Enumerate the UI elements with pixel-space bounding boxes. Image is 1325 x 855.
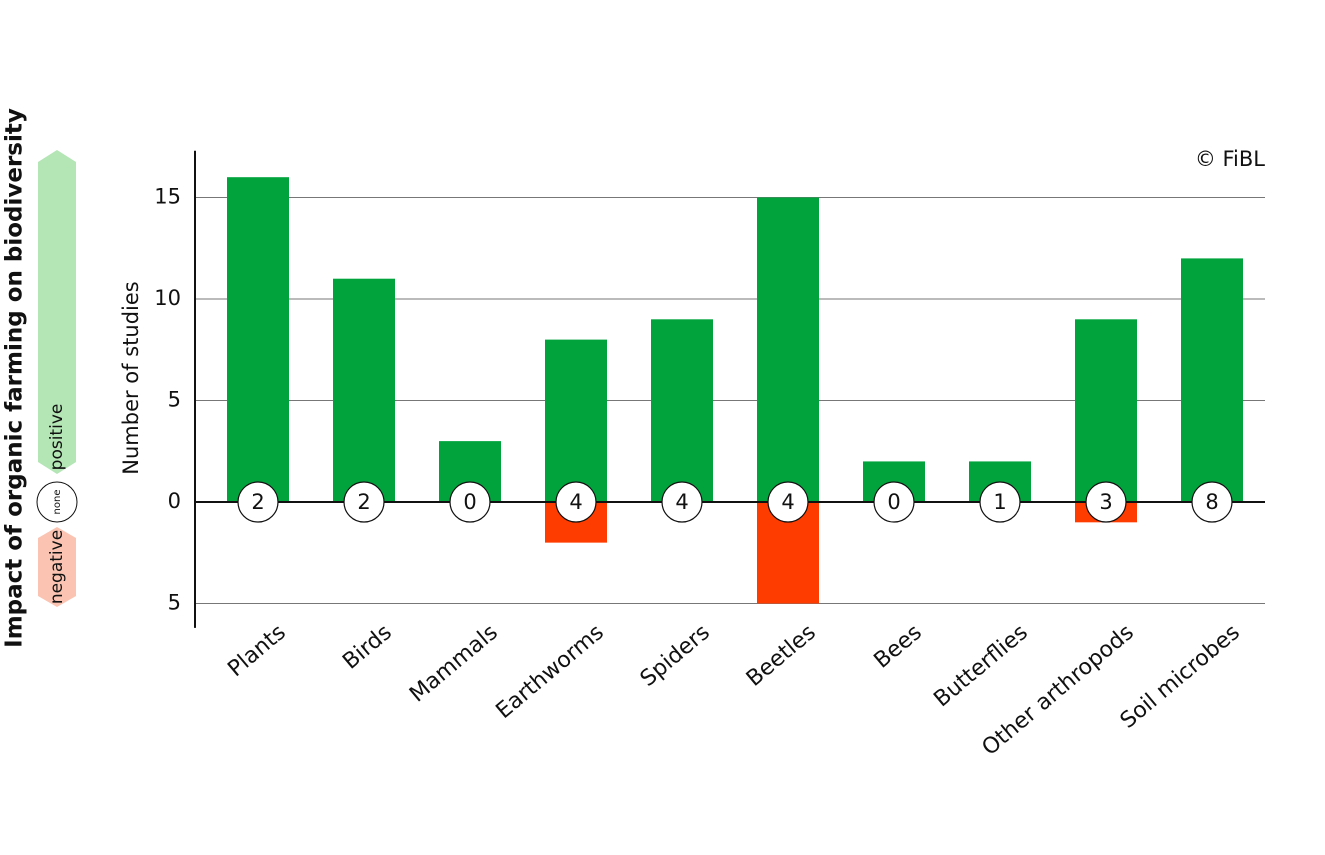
none-label: 3 [1099,490,1112,514]
bar [545,339,607,503]
bar [651,319,713,503]
x-tick-label: Earthworms [492,620,609,724]
chart-title: Impact of organic farming on biodiversit… [2,108,28,648]
none-label: 2 [357,490,370,514]
none-marker [343,481,385,523]
annotation: © FiBL [1195,147,1265,171]
none-marker [979,481,1021,523]
legend-negative: negative [47,530,67,604]
y-tick-label: 5 [168,591,181,615]
bar [757,197,819,503]
none-marker [1191,481,1233,523]
y-tick-label: 15 [154,184,181,208]
bar [1181,258,1243,503]
y-tick-label: 5 [168,388,181,412]
x-tick-label: Mammals [405,620,503,708]
x-tick-label: Birds [338,620,396,675]
x-tick-label: Butterflies [929,620,1032,712]
bar [227,177,289,503]
none-label: 4 [569,490,582,514]
bar [333,278,395,503]
legend-positive: positive [47,404,67,471]
none-label: 0 [463,490,476,514]
legend-none: none [52,490,63,515]
none-label: 2 [251,490,264,514]
x-tick-label: Plants [223,620,290,682]
y-axis-label: Number of studies [119,281,143,474]
none-label: 8 [1205,490,1218,514]
bar [1075,319,1137,503]
none-label: 1 [993,490,1006,514]
none-marker [767,481,809,523]
none-marker [555,481,597,523]
none-marker [449,481,491,523]
none-marker [237,481,279,523]
y-tick-label: 10 [154,286,181,310]
y-tick-label: 0 [168,489,181,513]
legend-negative-shape [38,527,76,607]
x-tick-label: Bees [870,620,927,674]
legend-none-shape [36,481,78,523]
none-label: 0 [887,490,900,514]
none-marker [661,481,703,523]
x-tick-label: Spiders [636,620,715,692]
none-label: 4 [781,490,794,514]
legend-positive-shape [38,150,76,474]
none-label: 4 [675,490,688,514]
none-marker [1085,481,1127,523]
none-marker [873,481,915,523]
x-tick-label: Beetles [742,620,821,692]
